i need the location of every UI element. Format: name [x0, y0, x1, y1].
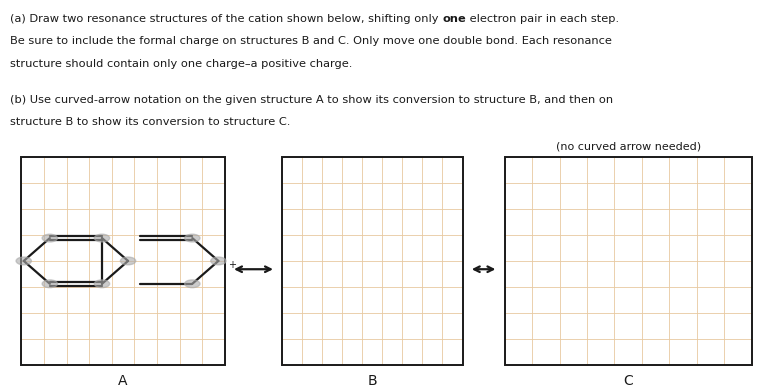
Bar — [21, 157, 225, 365]
Text: (no curved arrow needed): (no curved arrow needed) — [555, 141, 701, 151]
Circle shape — [211, 257, 226, 265]
Text: (b) Use curved-arrow notation on the given structure A to show its conversion to: (b) Use curved-arrow notation on the giv… — [10, 95, 613, 105]
Circle shape — [94, 234, 110, 242]
Text: structure should contain only one charge–a positive charge.: structure should contain only one charge… — [10, 59, 352, 69]
Circle shape — [42, 280, 58, 288]
Bar — [505, 157, 752, 365]
Circle shape — [120, 257, 136, 265]
Text: structure B to show its conversion to structure C.: structure B to show its conversion to st… — [10, 117, 291, 127]
Circle shape — [42, 234, 58, 242]
Text: C: C — [624, 374, 633, 388]
Text: B: B — [367, 374, 377, 388]
Text: +: + — [228, 260, 235, 270]
Text: one: one — [442, 14, 466, 24]
Circle shape — [16, 257, 31, 265]
Text: electron pair in each step.: electron pair in each step. — [466, 14, 619, 24]
Text: (a) Draw two resonance structures of the cation shown below, shifting only: (a) Draw two resonance structures of the… — [10, 14, 442, 24]
Circle shape — [94, 280, 110, 288]
Text: Be sure to include the formal charge on structures B and C. Only move one double: Be sure to include the formal charge on … — [10, 36, 612, 46]
Circle shape — [185, 280, 200, 288]
Text: A: A — [118, 374, 128, 388]
Circle shape — [185, 234, 200, 242]
Bar — [282, 157, 463, 365]
